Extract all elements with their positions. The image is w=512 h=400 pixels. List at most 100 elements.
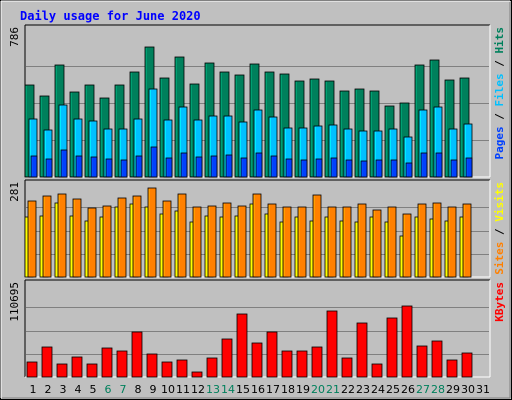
bar-sites-22 xyxy=(342,206,352,278)
bar-pages-22 xyxy=(345,159,353,178)
bar-kbytes-26 xyxy=(401,305,413,378)
series-pages xyxy=(30,146,473,178)
y-max-label-visits-sites: 281 xyxy=(8,182,21,202)
x-tick-label-24: 24 xyxy=(371,383,385,396)
bar-kbytes-14 xyxy=(221,338,233,378)
x-tick-label-3: 3 xyxy=(60,383,67,396)
x-tick-label-2: 2 xyxy=(45,383,52,396)
x-tick-label-17: 17 xyxy=(266,383,280,396)
panel-kbytes: 110695 KBytes xyxy=(8,279,506,378)
bar-pages-19 xyxy=(300,159,308,178)
bar-pages-9 xyxy=(150,146,158,178)
bar-kbytes-4 xyxy=(71,356,83,378)
bar-sites-8 xyxy=(132,195,142,278)
bar-sites-6 xyxy=(102,205,112,278)
bar-pages-18 xyxy=(285,158,293,178)
x-tick-label-28: 28 xyxy=(431,383,445,396)
bar-kbytes-6 xyxy=(101,347,113,378)
panels-layer: 786 Pages / Files / Hits 281 Sites / Visits… xyxy=(8,24,506,378)
legend-separator: / xyxy=(493,222,506,242)
bar-sites-9 xyxy=(147,187,157,278)
bar-sites-10 xyxy=(162,200,172,278)
legend-separator: / xyxy=(493,107,506,127)
bar-kbytes-28 xyxy=(431,340,443,378)
bar-pages-1 xyxy=(30,155,38,178)
y-max-label-kbytes: 110695 xyxy=(8,282,21,322)
bar-pages-7 xyxy=(120,159,128,178)
panel-visits-sites: 281 Sites / Visits xyxy=(8,179,506,278)
bar-pages-10 xyxy=(165,157,173,178)
bar-kbytes-22 xyxy=(341,357,353,378)
bar-sites-5 xyxy=(87,207,97,278)
bar-sites-1 xyxy=(27,200,37,278)
x-tick-label-14: 14 xyxy=(221,383,235,396)
bar-sites-17 xyxy=(267,203,277,278)
bar-kbytes-20 xyxy=(311,346,323,378)
x-tick-label-21: 21 xyxy=(326,383,340,396)
bar-pages-23 xyxy=(360,160,368,178)
bar-sites-4 xyxy=(72,198,82,278)
x-tick-label-4: 4 xyxy=(75,383,82,396)
x-tick-label-22: 22 xyxy=(341,383,355,396)
chart-title: Daily usage for June 2020 xyxy=(20,9,201,23)
bar-sites-27 xyxy=(417,203,427,278)
bar-kbytes-8 xyxy=(131,331,143,378)
bar-kbytes-12 xyxy=(191,371,203,378)
x-tick-label-1: 1 xyxy=(30,383,37,396)
panel-hits-files-pages: 786 Pages / Files / Hits xyxy=(8,24,506,178)
legend-item-visits: Visits xyxy=(493,182,506,222)
bar-sites-29 xyxy=(447,206,457,278)
bar-sites-28 xyxy=(432,202,442,278)
bar-sites-19 xyxy=(297,206,307,278)
bar-pages-28 xyxy=(435,152,443,178)
bar-pages-16 xyxy=(255,152,263,178)
bar-sites-25 xyxy=(387,206,397,278)
bar-kbytes-9 xyxy=(146,353,158,378)
bar-sites-2 xyxy=(42,195,52,278)
bar-pages-13 xyxy=(210,155,218,178)
bar-kbytes-29 xyxy=(446,359,458,378)
bar-pages-25 xyxy=(390,159,398,178)
bar-kbytes-11 xyxy=(176,359,188,378)
legend-item-kbytes: KBytes xyxy=(493,282,506,322)
bar-kbytes-27 xyxy=(416,345,428,378)
y-max-label-hits-files-pages: 786 xyxy=(8,27,21,47)
bar-kbytes-7 xyxy=(116,350,128,378)
bar-pages-29 xyxy=(450,159,458,178)
x-axis-labels: 1 2 3 4 5 6 7 8 9 10 11 12 13 14 15 16 17 18 19 20 21 22 23 24 2… xyxy=(30,383,491,396)
series-kbytes xyxy=(26,305,473,378)
x-tick-label-12: 12 xyxy=(191,383,205,396)
bar-kbytes-24 xyxy=(371,363,383,378)
bar-pages-2 xyxy=(45,158,53,178)
x-tick-label-7: 7 xyxy=(120,383,127,396)
x-tick-label-27: 27 xyxy=(416,383,430,396)
x-tick-label-6: 6 xyxy=(105,383,112,396)
bar-kbytes-19 xyxy=(296,350,308,378)
bar-sites-20 xyxy=(312,194,322,278)
bar-kbytes-1 xyxy=(26,361,38,378)
bar-pages-15 xyxy=(240,157,248,178)
bar-pages-4 xyxy=(75,155,83,178)
x-tick-label-23: 23 xyxy=(356,383,370,396)
bar-pages-30 xyxy=(465,157,473,178)
legend-item-pages: Pages xyxy=(493,126,506,159)
legend-visits-sites: Sites / Visits xyxy=(493,182,506,275)
bar-sites-12 xyxy=(192,206,202,278)
x-tick-label-20: 20 xyxy=(311,383,325,396)
bar-kbytes-15 xyxy=(236,313,248,378)
legend-item-files: Files xyxy=(493,73,506,106)
x-tick-label-19: 19 xyxy=(296,383,310,396)
x-tick-label-10: 10 xyxy=(161,383,175,396)
x-tick-label-25: 25 xyxy=(386,383,400,396)
bar-sites-3 xyxy=(57,193,67,278)
x-tick-label-8: 8 xyxy=(135,383,142,396)
bar-sites-13 xyxy=(207,205,217,278)
x-tick-label-18: 18 xyxy=(281,383,295,396)
legend-item-hits: Hits xyxy=(493,27,506,54)
bar-kbytes-10 xyxy=(161,361,173,378)
bar-kbytes-13 xyxy=(206,357,218,378)
bar-pages-20 xyxy=(315,158,323,178)
bar-kbytes-21 xyxy=(326,310,338,378)
bar-sites-30 xyxy=(462,203,472,278)
bar-sites-24 xyxy=(372,209,382,278)
